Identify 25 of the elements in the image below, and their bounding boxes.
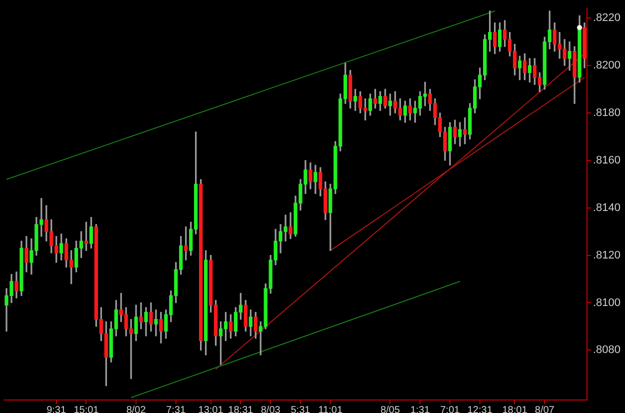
x-tick-label: 7:31 [166,404,186,413]
x-tick-label: 11:01 [318,404,343,413]
x-tick-label: 18:31 [228,404,254,413]
x-tick-label: 12:31 [467,404,493,413]
x-tick-label: 1:31 [410,404,430,413]
y-tick-label: .8140 [593,202,621,214]
x-tick-label: 7:01 [440,404,460,413]
y-tick-label: .8120 [593,249,621,262]
candlestick [139,302,143,330]
x-tick-label: 8/02 [126,404,146,413]
y-tick-label: .8200 [593,60,621,72]
y-tick-label: .8220 [593,12,621,24]
candlestick [154,310,158,336]
x-tick-label: 8/05 [380,404,400,413]
x-tick-label: 18:01 [502,404,528,413]
x-tick-label: 5:31 [290,404,311,413]
x-tick-label: 9:31 [46,404,66,413]
y-tick-label: .8180 [593,107,621,120]
x-tick-label: 8/03 [260,404,281,413]
x-tick-label: 8/07 [534,404,555,413]
y-tick-label: .8100 [593,296,621,309]
x-tick-label: 15:01 [74,404,100,413]
y-tick-label: .8160 [593,154,621,166]
x-tick-label: 13:01 [198,404,224,413]
y-tick-label: .8080 [593,344,621,356]
